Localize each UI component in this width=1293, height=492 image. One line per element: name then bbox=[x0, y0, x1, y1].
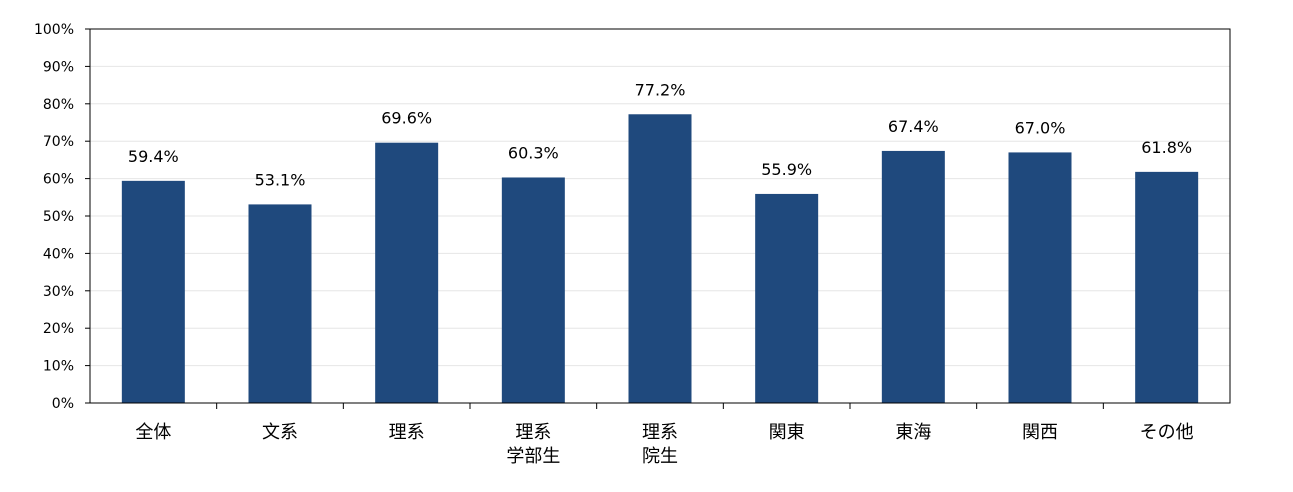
bar bbox=[881, 150, 945, 403]
axes bbox=[85, 28, 1231, 409]
y-tick-label: 10% bbox=[43, 359, 74, 375]
y-tick-label: 100% bbox=[34, 22, 74, 38]
data-label: 61.8% bbox=[1141, 138, 1192, 157]
category-label: 理系 bbox=[515, 422, 551, 443]
category-label: 院生 bbox=[642, 446, 678, 467]
category-label: 関西 bbox=[1022, 422, 1058, 443]
category-label: 文系 bbox=[262, 422, 298, 443]
y-tick-label: 90% bbox=[43, 59, 74, 75]
y-tick-label: 0% bbox=[52, 396, 74, 412]
bar bbox=[1135, 171, 1199, 403]
y-tick-label: 80% bbox=[43, 97, 74, 113]
bar bbox=[121, 180, 185, 403]
data-label: 69.6% bbox=[381, 109, 432, 128]
plot-frame bbox=[89, 28, 1231, 404]
category-label: 学部生 bbox=[506, 446, 560, 467]
labels: 0% 10% 20% 30% 40% 50% 60% 70% 80% 90% 100% 59.4% 全体… bbox=[34, 22, 1194, 467]
bar bbox=[1008, 152, 1072, 403]
category-label: 理系 bbox=[389, 422, 425, 443]
data-label: 59.4% bbox=[128, 147, 179, 166]
category-label: 関東 bbox=[769, 422, 805, 443]
bar bbox=[501, 177, 565, 403]
bar bbox=[248, 204, 312, 403]
y-tick-label: 40% bbox=[43, 246, 74, 262]
category-label: 全体 bbox=[135, 422, 171, 443]
bars bbox=[121, 114, 1199, 404]
data-label: 55.9% bbox=[761, 160, 812, 179]
data-label: 77.2% bbox=[635, 80, 686, 99]
y-tick-label: 30% bbox=[43, 284, 74, 300]
y-tick-label: 60% bbox=[43, 172, 74, 188]
y-tick-label: 50% bbox=[43, 209, 74, 225]
category-label: その他 bbox=[1140, 422, 1194, 443]
bar bbox=[628, 114, 692, 403]
data-label: 67.4% bbox=[888, 117, 939, 136]
category-label: 東海 bbox=[895, 422, 931, 443]
bar bbox=[755, 193, 819, 403]
y-tick-label: 70% bbox=[43, 134, 74, 150]
data-label: 60.3% bbox=[508, 143, 559, 162]
data-label: 53.1% bbox=[255, 170, 306, 189]
y-tick-label: 20% bbox=[43, 321, 74, 337]
bar bbox=[375, 142, 439, 404]
data-label: 67.0% bbox=[1015, 118, 1066, 137]
category-label: 理系 bbox=[642, 422, 678, 443]
